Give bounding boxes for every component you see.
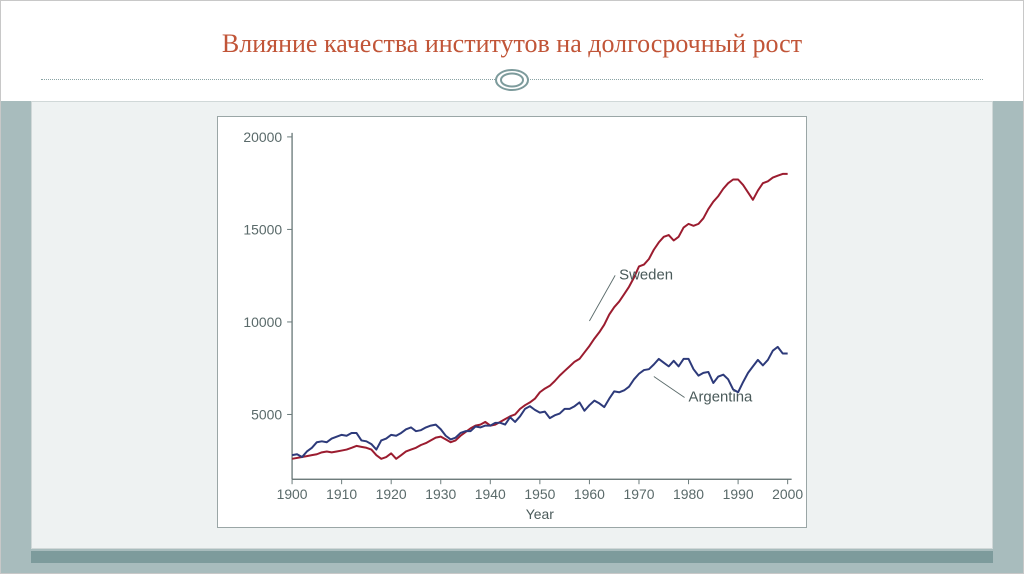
svg-text:1930: 1930 [425,486,456,502]
svg-text:1980: 1980 [673,486,704,502]
svg-text:Year: Year [526,506,554,522]
svg-text:1900: 1900 [277,486,308,502]
svg-text:1950: 1950 [524,486,555,502]
content-panel: 5000 10000 15000 20000 1900 1910 1920 1930 1940 1… [31,101,993,549]
ornament-icon [493,67,531,93]
svg-text:1920: 1920 [376,486,407,502]
chart-frame: 5000 10000 15000 20000 1900 1910 1920 1930 1940 1… [217,116,807,528]
svg-text:10000: 10000 [243,314,282,330]
svg-text:1970: 1970 [623,486,654,502]
svg-text:Sweden: Sweden [619,266,673,283]
svg-text:2000: 2000 [772,486,803,502]
svg-text:15000: 15000 [243,221,282,237]
slide-title: Влияние качества институтов на долгосроч… [1,29,1023,59]
svg-text:1990: 1990 [723,486,754,502]
svg-text:5000: 5000 [251,406,282,422]
svg-text:1940: 1940 [475,486,506,502]
slide-container: Влияние качества институтов на долгосроч… [0,0,1024,574]
svg-text:Argentina: Argentina [689,389,754,406]
svg-text:1910: 1910 [326,486,357,502]
svg-text:20000: 20000 [243,129,282,145]
svg-text:1960: 1960 [574,486,605,502]
line-chart: 5000 10000 15000 20000 1900 1910 1920 1930 1940 1… [218,117,806,527]
bottom-accent-bar [31,551,993,563]
